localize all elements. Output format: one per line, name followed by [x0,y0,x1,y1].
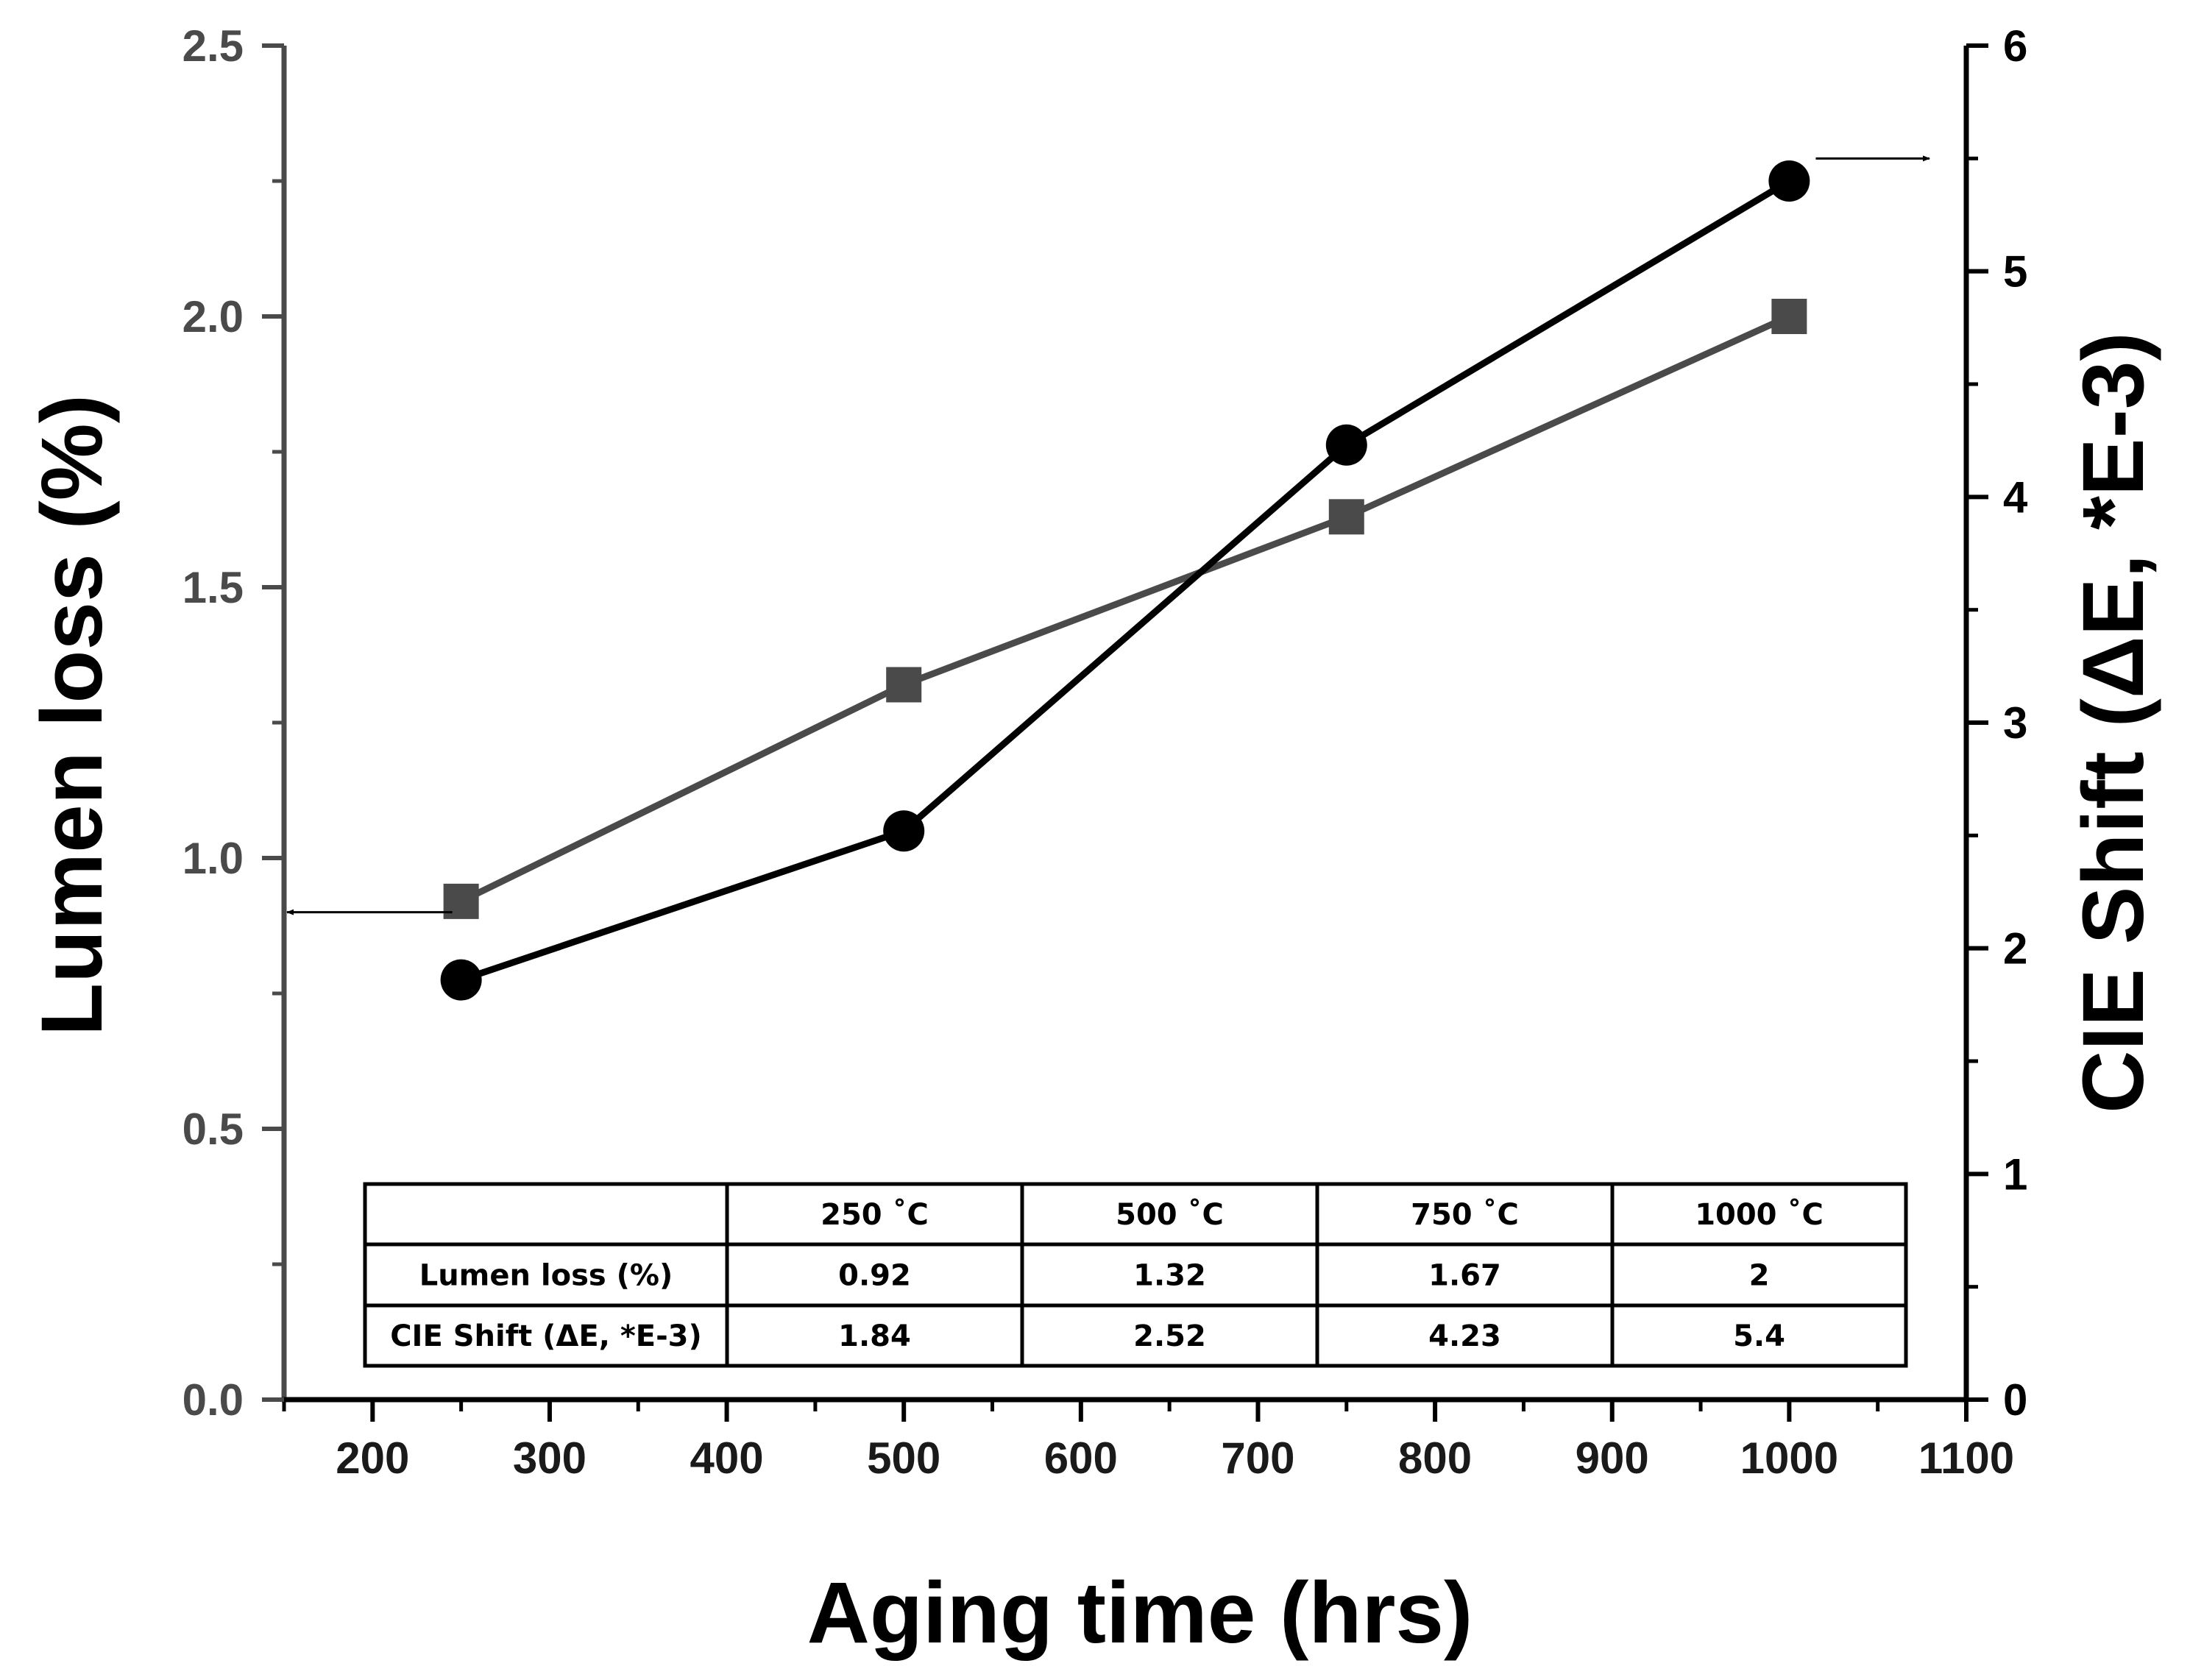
x-tick-label: 700 [1221,1433,1294,1483]
cie-shift-marker [440,959,482,1001]
right-y-tick-label: 1 [2003,1149,2027,1199]
table-cell: 4.23 [1428,1319,1501,1353]
series-line-left [459,313,1791,904]
x-tick-label: 600 [1044,1433,1118,1483]
x-axis-title: Aging time (hrs) [807,1564,1473,1662]
right-y-tick-label: 2 [2003,924,2027,974]
right-y-tick-label: 0 [2003,1375,2027,1425]
left-y-tick-label: 1.0 [182,834,244,883]
table-cell: 1.84 [838,1319,911,1353]
table-cell: 2 [1749,1259,1770,1293]
x-tick-label: 300 [513,1433,587,1483]
lumen-loss-marker [1328,499,1364,535]
table-cell: 1.67 [1428,1259,1501,1293]
left-y-tick-label: 2.5 [182,21,244,71]
table-cell: 1.32 [1133,1259,1206,1293]
table-cell: 0.92 [838,1259,911,1293]
left-y-tick-label: 0.5 [182,1105,244,1154]
left-y-tick-label: 1.5 [182,563,244,612]
right-y-tick-label: 3 [2003,698,2027,748]
x-tick-label: 500 [867,1433,940,1483]
table-header-cell: 500 ˚C [1116,1197,1224,1232]
table-header-cell: 250 ˚C [821,1197,929,1232]
left-y-tick-label: 2.0 [182,292,244,341]
right-y-tick-label: 5 [2003,247,2027,297]
table-cell: 2.52 [1133,1319,1206,1353]
table-cell: Lumen loss (%) [419,1259,673,1293]
right-y-tick-label: 6 [2003,21,2027,71]
lumen-loss-marker [886,667,922,703]
x-tick-label: 1000 [1740,1433,1838,1483]
x-tick-label: 1100 [1918,1433,2014,1483]
table-cell: 5.4 [1733,1319,1785,1353]
lumen-loss-marker [1771,299,1807,334]
right-y-tick-label: 4 [2003,472,2028,522]
cie-shift-marker [1768,160,1810,202]
left-y-axis-title: Lumen loss (%) [24,394,121,1036]
data-table [363,1182,1908,1368]
series-line-right [460,178,1791,983]
table-cell: CIE Shift (ΔE, *E-3) [390,1319,702,1353]
table-header-cell: 750 ˚C [1411,1197,1519,1232]
x-tick-label: 800 [1398,1433,1472,1483]
cie-shift-marker [1325,424,1367,466]
right-y-axis-title: CIE Shift (ΔE, *E-3) [2065,332,2162,1113]
x-tick-label: 900 [1576,1433,1649,1483]
table-header-cell: 1000 ˚C [1695,1197,1824,1232]
x-tick-label: 200 [336,1433,409,1483]
left-y-tick-label: 0.0 [182,1375,244,1425]
cie-shift-marker [883,810,925,852]
x-tick-label: 400 [690,1433,764,1483]
lumen-loss-marker [443,883,479,919]
